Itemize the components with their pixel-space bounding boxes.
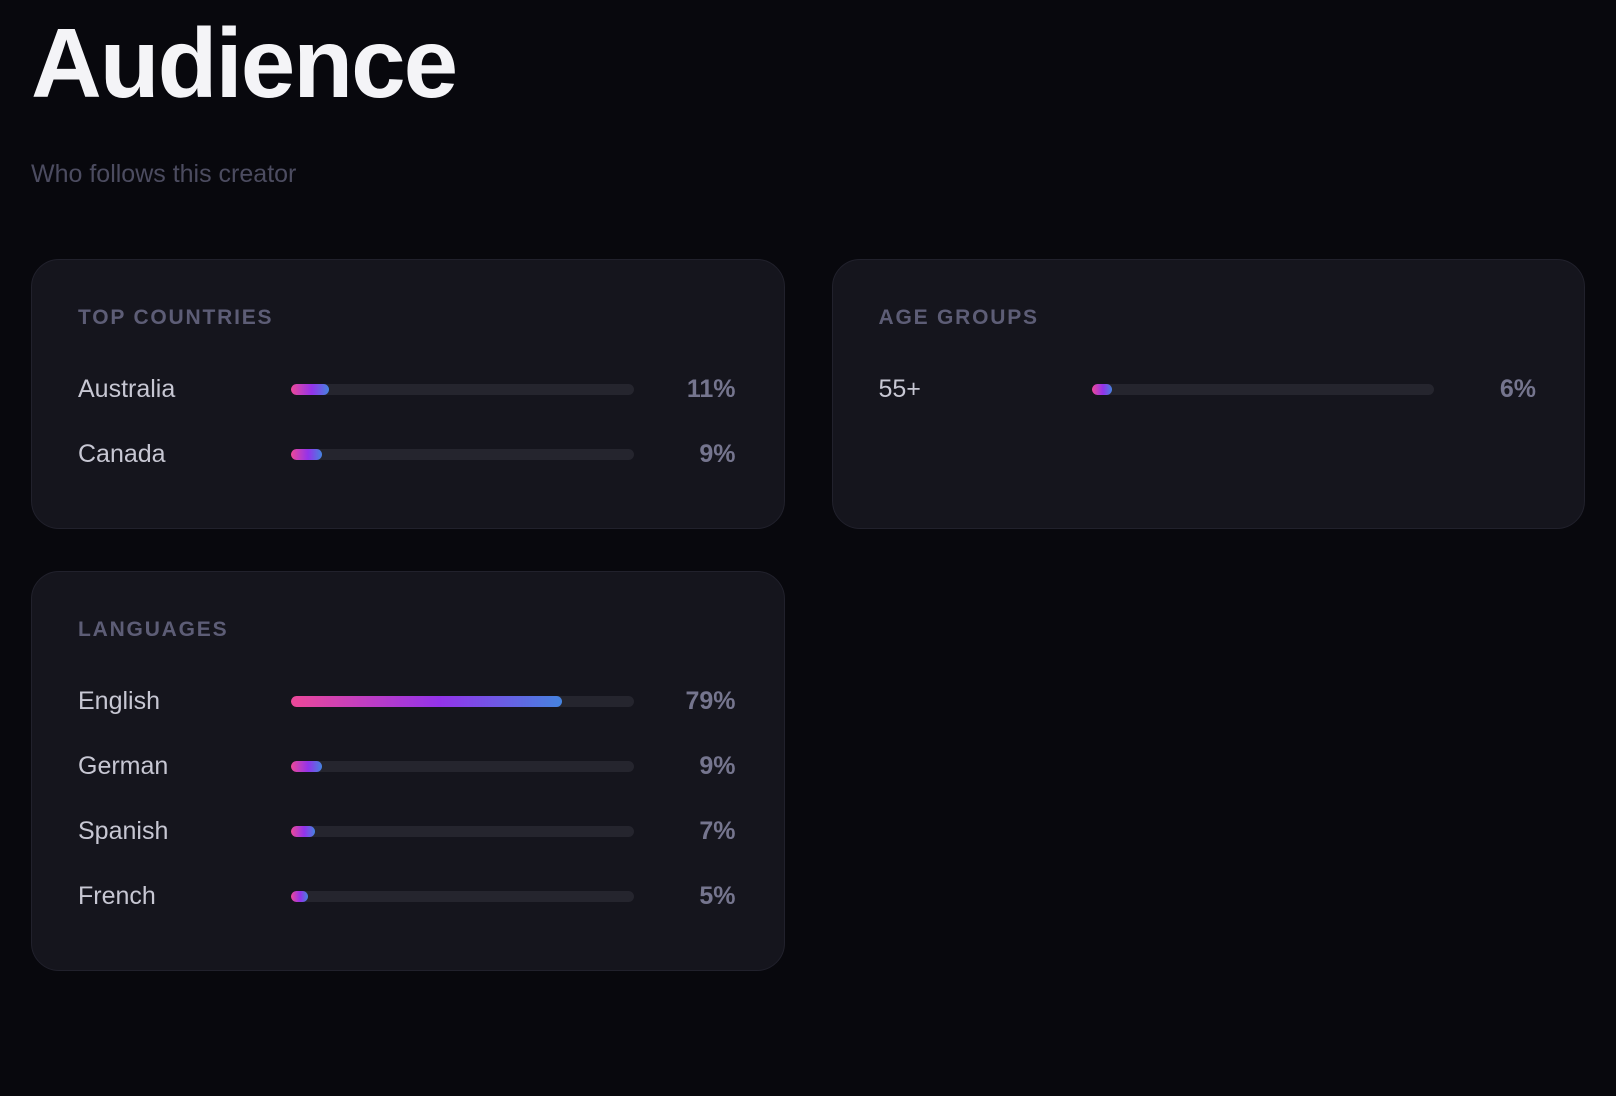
stat-row: Australia 11% bbox=[78, 374, 736, 404]
progress-track bbox=[291, 383, 634, 395]
page-title: Audience bbox=[31, 8, 458, 118]
stat-label: French bbox=[78, 881, 156, 910]
progress-track bbox=[291, 825, 634, 837]
card-title: LANGUAGES bbox=[78, 618, 229, 641]
progress-fill bbox=[291, 383, 329, 395]
stat-label: Australia bbox=[78, 374, 176, 403]
stat-row: German 9% bbox=[78, 751, 736, 781]
stat-value: 11% bbox=[686, 374, 736, 403]
progress-fill bbox=[291, 695, 562, 707]
stat-label: 55+ bbox=[878, 374, 921, 403]
progress-fill bbox=[291, 448, 322, 460]
stat-value: 5% bbox=[699, 881, 736, 910]
stat-value: 7% bbox=[699, 816, 736, 845]
progress-fill bbox=[1091, 383, 1113, 395]
progress-track bbox=[291, 760, 634, 772]
stat-value: 6% bbox=[1499, 374, 1536, 403]
stats-grid: TOP COUNTRIES Australia 11% Canada 9% AG… bbox=[31, 259, 1585, 971]
stat-row: English 79% bbox=[78, 686, 736, 716]
card-top-countries: TOP COUNTRIES Australia 11% Canada 9% bbox=[31, 259, 785, 529]
card-age-groups: AGE GROUPS 55+ 6% bbox=[831, 259, 1585, 529]
stat-value: 79% bbox=[685, 686, 736, 715]
card-languages: LANGUAGES English 79% German 9% Spanish … bbox=[31, 571, 785, 971]
progress-fill bbox=[291, 760, 322, 772]
stat-value: 9% bbox=[699, 439, 736, 468]
page-subtitle: Who follows this creator bbox=[31, 160, 297, 188]
stat-label: English bbox=[78, 686, 160, 715]
progress-track bbox=[291, 448, 634, 460]
stat-row: Spanish 7% bbox=[78, 816, 736, 846]
card-title: AGE GROUPS bbox=[878, 306, 1039, 329]
progress-track bbox=[1091, 383, 1434, 395]
progress-fill bbox=[291, 825, 315, 837]
card-title: TOP COUNTRIES bbox=[78, 306, 274, 329]
stat-row: 55+ 6% bbox=[879, 374, 1537, 404]
stat-label: Canada bbox=[78, 439, 166, 468]
stat-value: 9% bbox=[699, 751, 736, 780]
stat-label: Spanish bbox=[78, 816, 169, 845]
progress-fill bbox=[291, 890, 309, 902]
stat-row: Canada 9% bbox=[78, 439, 736, 469]
stat-label: German bbox=[78, 751, 169, 780]
progress-track bbox=[291, 695, 634, 707]
progress-track bbox=[291, 890, 634, 902]
stat-row: French 5% bbox=[78, 881, 736, 911]
